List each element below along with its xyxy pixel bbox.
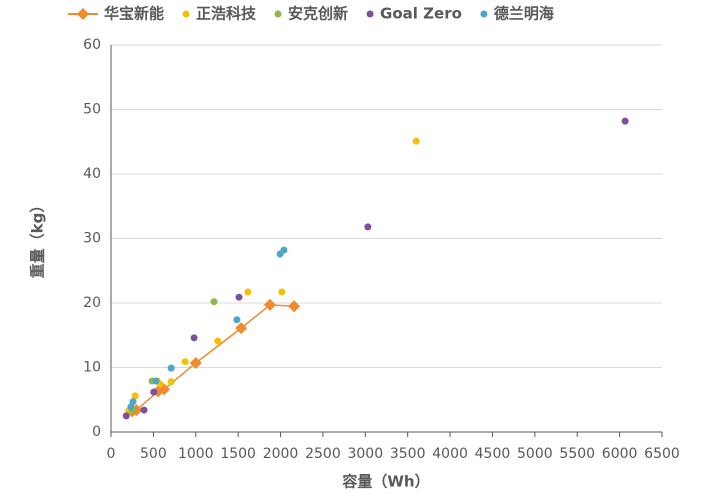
legend-marker — [77, 8, 89, 20]
data-point — [140, 406, 148, 414]
data-point — [150, 388, 158, 396]
x-tick-label: 3500 — [390, 446, 426, 462]
x-tick-label: 1500 — [220, 446, 256, 462]
y-axis-title: 重量（kg） — [29, 198, 47, 279]
x-tick-label: 5500 — [559, 446, 595, 462]
x-tick-label: 4000 — [432, 446, 468, 462]
data-point — [233, 316, 241, 324]
data-point — [621, 117, 629, 125]
data-point — [152, 377, 160, 385]
y-tick-label: 50 — [83, 102, 101, 118]
legend-marker — [366, 10, 374, 18]
x-tick-label: 1000 — [178, 446, 214, 462]
data-point — [412, 137, 420, 145]
x-tick-label: 500 — [140, 446, 167, 462]
data-point — [364, 223, 372, 231]
data-point — [181, 358, 189, 366]
data-point — [244, 288, 252, 296]
data-point — [263, 298, 276, 311]
y-tick-label: 10 — [83, 360, 101, 376]
x-tick-label: 0 — [107, 446, 116, 462]
x-tick-label: 4500 — [475, 446, 511, 462]
x-tick-label: 3000 — [347, 446, 383, 462]
series-line — [131, 304, 295, 413]
data-point — [190, 334, 198, 342]
legend-marker — [274, 10, 282, 18]
data-point — [235, 322, 248, 335]
data-point — [210, 298, 218, 306]
data-point — [288, 300, 301, 313]
data-point — [167, 378, 175, 386]
x-tick-label: 2500 — [305, 446, 341, 462]
legend-marker — [480, 10, 488, 18]
data-point — [189, 356, 202, 369]
x-tick-label: 5000 — [517, 446, 553, 462]
legend-label: 德兰明海 — [494, 5, 554, 23]
y-tick-label: 30 — [83, 231, 101, 247]
x-tick-label: 6000 — [602, 446, 638, 462]
data-point — [129, 398, 137, 406]
legend: 华宝新能 正浩科技 安克创新 Goal Zero 德兰明海 — [68, 5, 554, 23]
legend-label: Goal Zero — [380, 5, 462, 23]
y-tick-label: 60 — [83, 37, 101, 53]
data-point — [167, 364, 175, 372]
legend-label: 安克创新 — [288, 5, 348, 23]
data-point — [131, 392, 139, 400]
x-tick-label: 2000 — [263, 446, 299, 462]
legend-label: 华宝新能 — [104, 5, 164, 23]
data-point — [280, 246, 288, 254]
data-point — [235, 293, 243, 301]
data-point — [122, 412, 130, 420]
data-point — [278, 288, 286, 296]
y-tick-label: 0 — [92, 424, 101, 440]
x-axis-title: 容量（Wh） — [341, 473, 429, 491]
y-tick-label: 20 — [83, 295, 101, 311]
legend-marker — [182, 10, 190, 18]
data-point — [214, 337, 222, 345]
y-tick-label: 40 — [83, 166, 101, 182]
legend-label: 正浩科技 — [196, 5, 257, 23]
x-tick-label: 6500 — [644, 446, 680, 462]
